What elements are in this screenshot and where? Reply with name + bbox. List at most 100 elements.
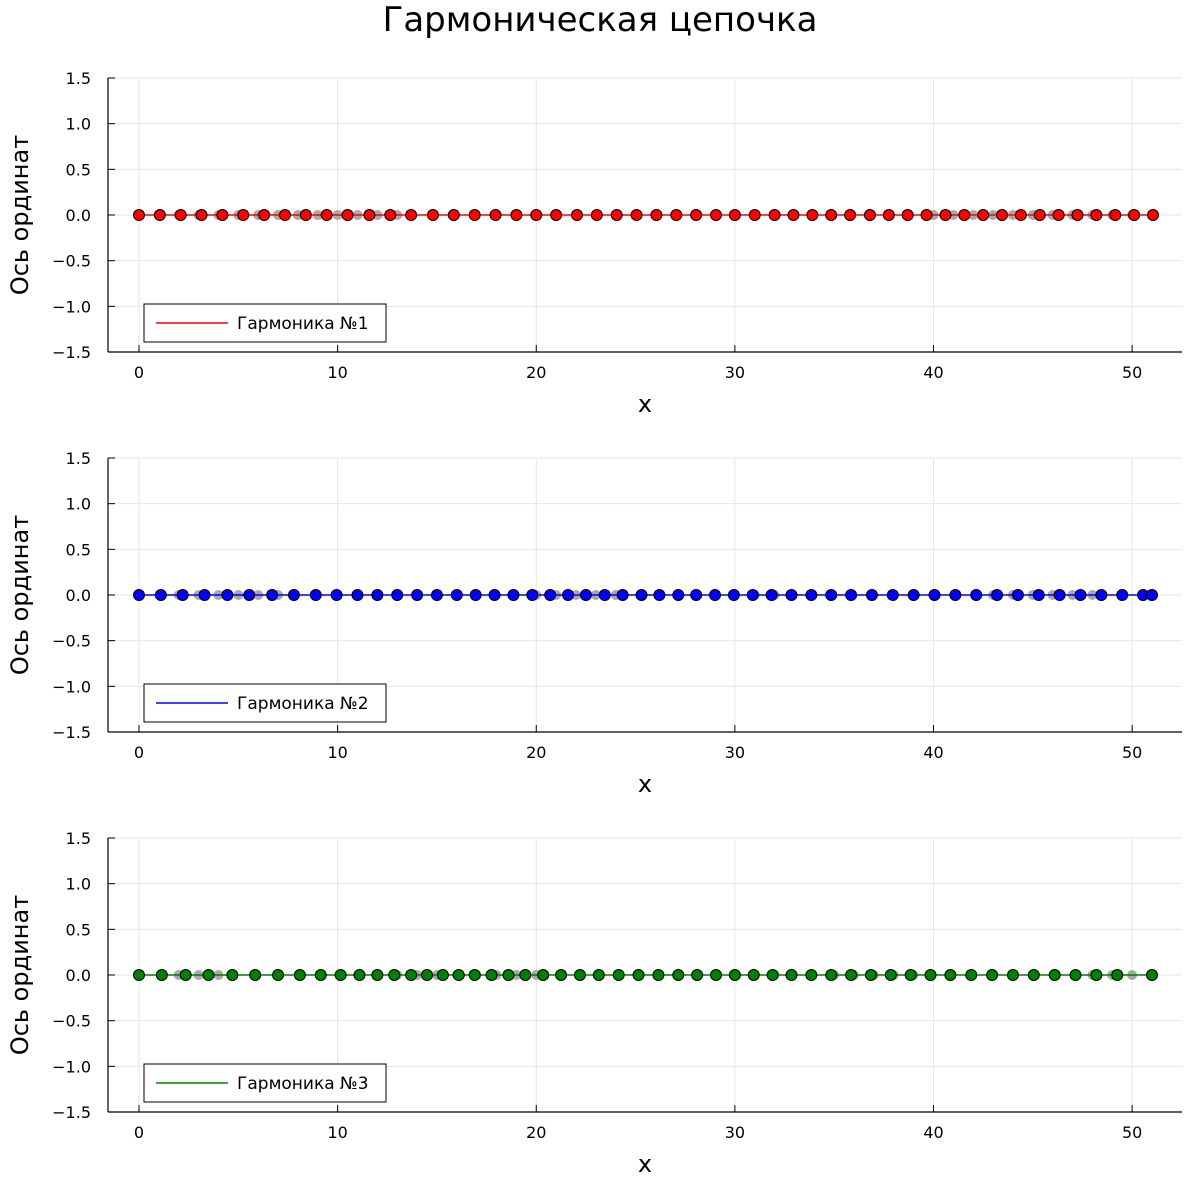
- data-point: [650, 209, 663, 221]
- data-point: [844, 209, 857, 221]
- x-axis-label: x: [638, 770, 652, 798]
- x-tick-label: 10: [327, 1123, 347, 1142]
- x-tick-label: 30: [725, 363, 745, 382]
- data-point: [388, 969, 401, 981]
- data-point: [405, 209, 418, 221]
- data-point: [133, 969, 145, 981]
- data-point: [986, 969, 999, 981]
- data-point: [652, 969, 665, 981]
- x-tick-label: 30: [725, 743, 745, 762]
- data-point: [612, 969, 625, 981]
- data-point: [672, 589, 685, 601]
- x-tick-label: 50: [1122, 1123, 1142, 1142]
- data-point: [765, 589, 778, 601]
- data-point: [590, 209, 603, 221]
- y-tick-label: 1.0: [66, 115, 91, 134]
- data-point: [882, 209, 895, 221]
- data-point: [430, 589, 443, 601]
- data-point: [411, 589, 424, 601]
- y-tick-label: 0.0: [66, 966, 91, 985]
- x-tick-label: 10: [327, 363, 347, 382]
- data-point: [944, 969, 957, 981]
- data-point: [468, 209, 481, 221]
- data-point: [709, 589, 722, 601]
- data-point: [174, 209, 187, 221]
- data-point: [977, 209, 990, 221]
- data-point: [886, 589, 899, 601]
- data-point: [154, 589, 167, 601]
- data-point: [690, 209, 703, 221]
- y-tick-label: 0.0: [66, 586, 91, 605]
- x-tick-label: 0: [134, 743, 144, 762]
- data-point: [550, 209, 563, 221]
- data-point: [996, 209, 1009, 221]
- data-point: [630, 209, 643, 221]
- data-point: [805, 969, 818, 981]
- data-point: [904, 969, 917, 981]
- data-point: [1146, 969, 1158, 981]
- data-point: [1033, 209, 1046, 221]
- data-point: [598, 589, 611, 601]
- data-point: [787, 209, 800, 221]
- x-tick-label: 20: [526, 743, 546, 762]
- legend-label: Гармоника №3: [237, 1074, 369, 1094]
- data-point: [672, 969, 685, 981]
- data-point: [489, 209, 502, 221]
- data-point: [728, 209, 741, 221]
- data-point: [202, 969, 215, 981]
- data-point: [133, 209, 145, 221]
- y-tick-label: 1.0: [66, 875, 91, 894]
- data-point: [1109, 209, 1122, 221]
- data-point: [562, 589, 575, 601]
- data-point: [1074, 589, 1087, 601]
- data-point: [330, 589, 343, 601]
- data-point: [766, 969, 779, 981]
- data-point: [653, 589, 666, 601]
- data-point: [747, 969, 760, 981]
- data-point: [266, 589, 279, 601]
- data-point: [970, 589, 983, 601]
- data-point: [845, 969, 858, 981]
- data-point: [1146, 209, 1159, 221]
- data-point: [176, 589, 189, 601]
- data-point: [1069, 969, 1082, 981]
- data-point: [544, 589, 557, 601]
- x-tick-label: 50: [1122, 743, 1142, 762]
- data-point: [1006, 969, 1019, 981]
- data-point: [526, 589, 539, 601]
- y-tick-label: 0.5: [66, 540, 91, 559]
- data-point: [507, 589, 520, 601]
- data-point: [864, 969, 877, 981]
- data-point: [405, 969, 418, 981]
- data-point: [690, 589, 703, 601]
- data-point: [309, 589, 322, 601]
- data-point: [1014, 209, 1027, 221]
- data-point: [1053, 589, 1066, 601]
- data-point: [293, 969, 306, 981]
- y-tick-label: −1.0: [52, 1057, 91, 1076]
- data-point: [670, 209, 683, 221]
- y-tick-label: −1.5: [52, 723, 91, 742]
- data-point: [1011, 589, 1024, 601]
- y-axis-label: Ось ординат: [6, 515, 34, 675]
- data-point: [991, 589, 1004, 601]
- y-tick-label: −0.5: [52, 1012, 91, 1031]
- data-point: [258, 209, 271, 221]
- data-point: [616, 589, 629, 601]
- data-point: [1027, 969, 1040, 981]
- data-point: [363, 209, 376, 221]
- y-tick-label: 0.5: [66, 920, 91, 939]
- data-point: [530, 209, 543, 221]
- x-tick-label: 0: [134, 363, 144, 382]
- data-point: [746, 589, 759, 601]
- y-tick-label: 1.5: [66, 69, 91, 88]
- data-point: [351, 589, 364, 601]
- y-tick-label: 1.0: [66, 495, 91, 514]
- data-point: [299, 209, 312, 221]
- data-point: [371, 969, 384, 981]
- data-point: [785, 969, 798, 981]
- y-tick-label: 1.5: [66, 449, 91, 468]
- data-point: [272, 969, 285, 981]
